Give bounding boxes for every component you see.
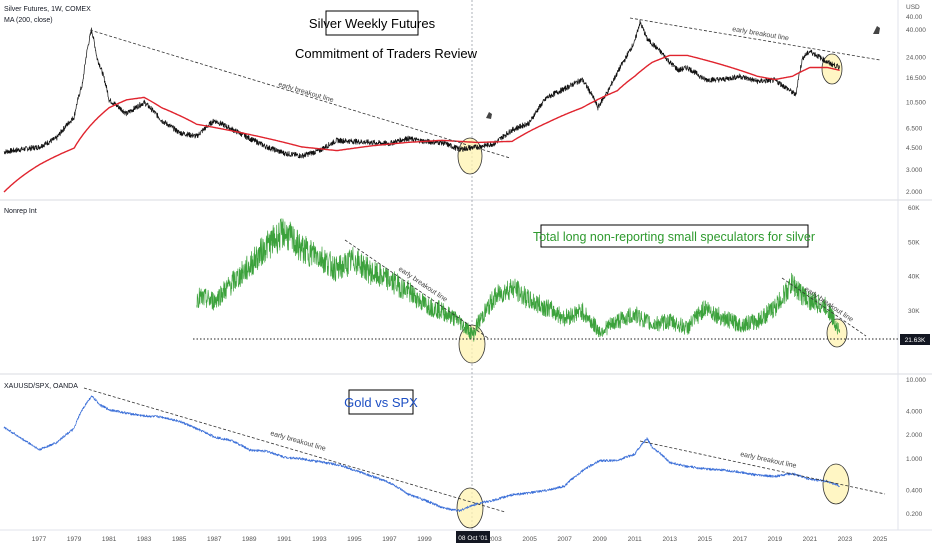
x-tick-label: 1987 bbox=[207, 536, 222, 543]
x-tick-label: 1989 bbox=[242, 536, 257, 543]
y-tick-label: 0.200 bbox=[906, 511, 923, 518]
breakout-trendline[interactable] bbox=[639, 440, 886, 495]
cursor-icon bbox=[873, 26, 880, 34]
nonrep-series[interactable] bbox=[196, 218, 841, 342]
current-value-badge bbox=[900, 334, 930, 345]
gold-spx-series[interactable] bbox=[3, 395, 840, 512]
y-tick-label: 10.000 bbox=[906, 377, 926, 384]
current-value-text: 21.63K bbox=[905, 337, 926, 344]
silver-price-series[interactable] bbox=[3, 19, 841, 159]
crosshair-time-badge bbox=[456, 531, 490, 543]
moving-average-series[interactable] bbox=[3, 54, 840, 193]
breakout-trendline[interactable] bbox=[89, 29, 511, 159]
x-tick-label: 1991 bbox=[277, 536, 292, 543]
x-tick-label: 1999 bbox=[417, 536, 432, 543]
highlight-circle bbox=[456, 487, 484, 529]
breakout-trendline[interactable] bbox=[629, 17, 881, 61]
y-tick-label: 16.500 bbox=[906, 75, 926, 82]
y-tick-label: 6.500 bbox=[906, 125, 923, 132]
crosshair-time-text: 08 Oct '01 bbox=[458, 535, 488, 542]
x-tick-label: 1981 bbox=[102, 536, 117, 543]
y-tick-label: 40.000 bbox=[906, 27, 926, 34]
chart-title: Silver Weekly Futures bbox=[309, 16, 436, 31]
y-tick-label: 50K bbox=[908, 239, 920, 246]
y-tick-label: 3.000 bbox=[906, 167, 923, 174]
x-tick-label: 2017 bbox=[733, 536, 748, 543]
axis-layer: 40.000 24.000 16.500 10.500 6.500 4.500 3.000 2… bbox=[32, 27, 926, 543]
chart-subtitle: Commitment of Traders Review bbox=[295, 46, 478, 61]
title-box bbox=[348, 389, 414, 415]
x-tick-label: 2023 bbox=[838, 536, 853, 543]
price-label: 40.00 bbox=[906, 14, 923, 21]
y-tick-label: 2.000 bbox=[906, 189, 923, 196]
y-tick-label: 1.000 bbox=[906, 456, 923, 463]
panel-title: Total long non-reporting small speculato… bbox=[533, 230, 815, 244]
y-tick-label: 60K bbox=[908, 205, 920, 212]
x-tick-label: 1977 bbox=[32, 536, 47, 543]
symbol-label[interactable]: XAUUSD/SPX, OANDA bbox=[4, 383, 78, 390]
x-tick-label: 1979 bbox=[67, 536, 82, 543]
title-box bbox=[325, 10, 419, 36]
x-tick-label: 1985 bbox=[172, 536, 187, 543]
series-layer bbox=[3, 19, 841, 512]
x-tick-label: 2015 bbox=[698, 536, 713, 543]
symbol-label[interactable]: Silver Futures, 1W, COMEX bbox=[4, 6, 91, 13]
y-tick-label: 30K bbox=[908, 308, 920, 315]
highlight-circle bbox=[457, 137, 483, 175]
y-tick-label: 4.500 bbox=[906, 145, 923, 152]
trendline-annotation: early breakout line bbox=[740, 451, 798, 470]
trend-lines bbox=[83, 17, 898, 513]
indicator-label[interactable]: MA (200, close) bbox=[4, 17, 53, 24]
breakout-trendline[interactable] bbox=[83, 387, 506, 513]
currency-label: USD bbox=[906, 4, 920, 11]
x-tick-label: 2025 bbox=[873, 536, 888, 543]
x-tick-label: 2007 bbox=[557, 536, 572, 543]
x-tick-label: 2019 bbox=[768, 536, 783, 543]
y-tick-label: 0.400 bbox=[906, 487, 923, 494]
cursor-icon bbox=[486, 112, 492, 119]
trendline-annotation: early breakout line bbox=[269, 430, 326, 453]
y-tick-label: 24.000 bbox=[906, 55, 926, 62]
x-tick-label: 2013 bbox=[663, 536, 678, 543]
breakout-trendline[interactable] bbox=[781, 277, 867, 337]
trendline-annotation: early breakout line bbox=[277, 81, 334, 104]
x-tick-label: 1997 bbox=[382, 536, 397, 543]
x-tick-label: 2011 bbox=[628, 536, 642, 543]
breakout-trendline[interactable] bbox=[344, 239, 489, 339]
panel-title: Gold vs SPX bbox=[344, 395, 418, 410]
x-tick-label: 1983 bbox=[137, 536, 152, 543]
y-tick-label: 2.000 bbox=[906, 432, 923, 439]
title-box bbox=[540, 224, 809, 248]
x-tick-label: 2003 bbox=[487, 536, 502, 543]
y-tick-label: 40K bbox=[908, 274, 920, 281]
x-tick-label: 1993 bbox=[312, 536, 327, 543]
x-tick-label: 2021 bbox=[803, 536, 818, 543]
highlight-circle bbox=[458, 324, 486, 364]
x-tick-label: 2005 bbox=[522, 536, 537, 543]
x-tick-label: 1995 bbox=[347, 536, 362, 543]
indicator-label[interactable]: Nonrep Int bbox=[4, 208, 37, 215]
y-tick-label: 4.000 bbox=[906, 408, 923, 415]
y-tick-label: 10.500 bbox=[906, 99, 926, 106]
x-tick-label: 2009 bbox=[592, 536, 607, 543]
